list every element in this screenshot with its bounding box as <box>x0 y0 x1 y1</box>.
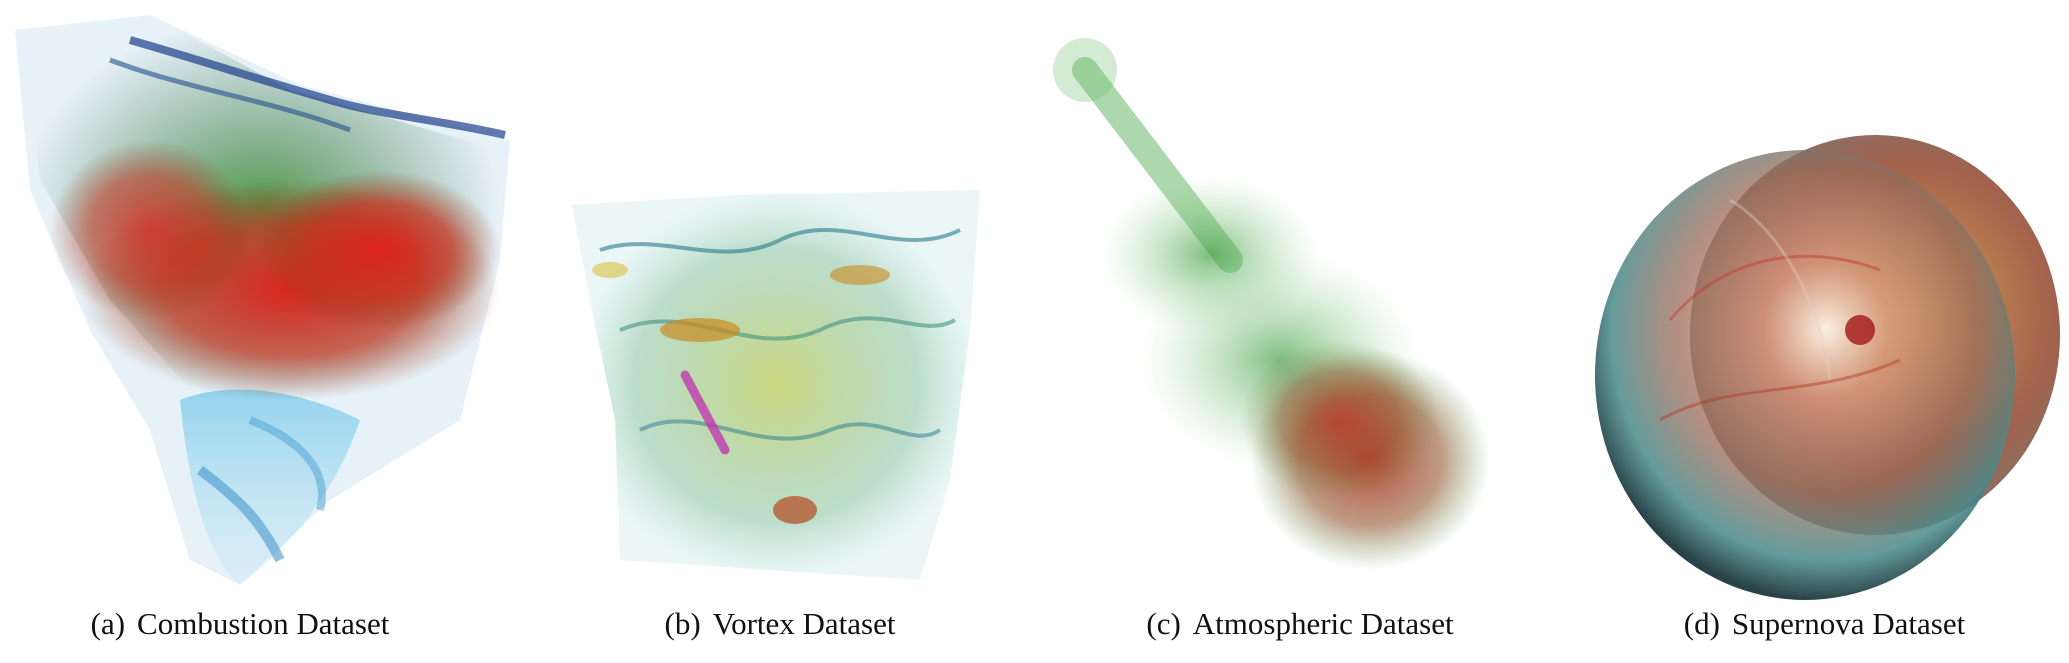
supernova-volume-render <box>1595 135 2060 600</box>
caption-tag: (b) <box>664 606 701 641</box>
caption-vortex: (b) Vortex Dataset <box>560 606 1000 646</box>
combustion-volume-render <box>15 15 510 585</box>
caption-title: Combustion Dataset <box>137 606 390 641</box>
caption-title: Vortex Dataset <box>712 606 896 641</box>
vortex-volume-render <box>572 190 980 580</box>
caption-atmospheric: (c) Atmospheric Dataset <box>1060 606 1540 646</box>
panel-combustion: (a) Combustion Dataset <box>0 0 520 663</box>
panel-atmospheric: (c) Atmospheric Dataset <box>1040 0 1560 663</box>
caption-combustion: (a) Combustion Dataset <box>30 606 450 646</box>
panel-vortex: (b) Vortex Dataset <box>560 0 1000 663</box>
atmospheric-volume-render <box>1053 38 1490 570</box>
caption-title: Supernova Dataset <box>1731 606 1966 641</box>
caption-title: Atmospheric Dataset <box>1192 606 1454 641</box>
caption-tag: (a) <box>90 606 126 641</box>
caption-tag: (d) <box>1683 606 1720 641</box>
caption-tag: (c) <box>1146 606 1181 641</box>
panel-supernova: (d) Supernova Dataset <box>1580 0 2069 663</box>
caption-supernova: (d) Supernova Dataset <box>1580 606 2069 646</box>
